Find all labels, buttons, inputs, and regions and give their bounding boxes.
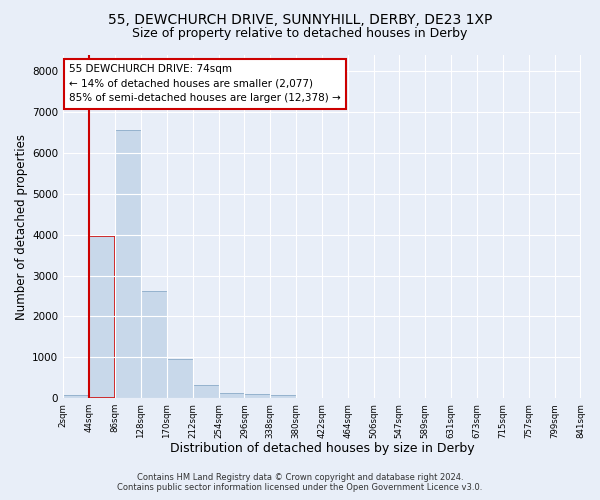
Bar bbox=[218, 393, 244, 398]
Bar bbox=[63, 395, 89, 398]
Text: Contains HM Land Registry data © Crown copyright and database right 2024.
Contai: Contains HM Land Registry data © Crown c… bbox=[118, 473, 482, 492]
X-axis label: Distribution of detached houses by size in Derby: Distribution of detached houses by size … bbox=[170, 442, 474, 455]
Text: Size of property relative to detached houses in Derby: Size of property relative to detached ho… bbox=[133, 28, 467, 40]
Y-axis label: Number of detached properties: Number of detached properties bbox=[15, 134, 28, 320]
Bar bbox=[141, 291, 167, 398]
Text: 55 DEWCHURCH DRIVE: 74sqm
← 14% of detached houses are smaller (2,077)
85% of se: 55 DEWCHURCH DRIVE: 74sqm ← 14% of detac… bbox=[70, 64, 341, 104]
Bar bbox=[115, 130, 141, 398]
Bar bbox=[244, 394, 271, 398]
Bar bbox=[271, 395, 296, 398]
Bar bbox=[89, 236, 115, 398]
Text: 55, DEWCHURCH DRIVE, SUNNYHILL, DERBY, DE23 1XP: 55, DEWCHURCH DRIVE, SUNNYHILL, DERBY, D… bbox=[108, 12, 492, 26]
Bar bbox=[167, 360, 193, 398]
Bar bbox=[193, 386, 218, 398]
